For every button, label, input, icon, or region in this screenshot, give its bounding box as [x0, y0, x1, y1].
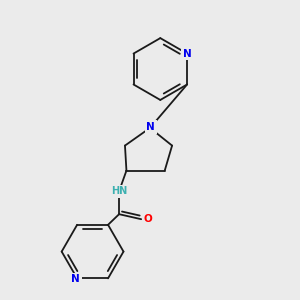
Text: O: O [143, 214, 152, 224]
Text: N: N [71, 274, 80, 284]
Text: HN: HN [111, 186, 127, 196]
Text: N: N [183, 49, 191, 58]
Text: N: N [146, 122, 155, 132]
